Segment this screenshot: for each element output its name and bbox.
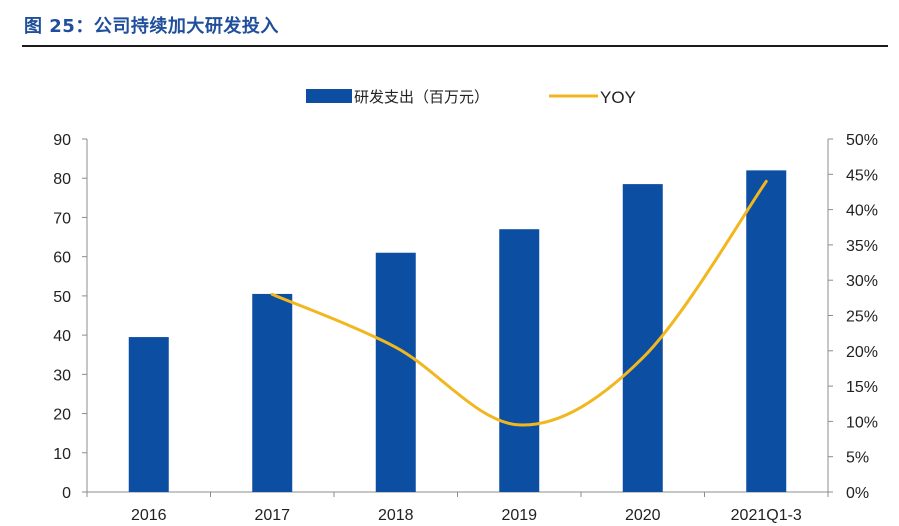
x-tick-label: 2020 [625, 507, 661, 524]
x-tick-label: 2016 [131, 507, 167, 524]
axes [82, 138, 833, 497]
y-tick-label: 40 [53, 328, 71, 345]
bar-2018 [375, 252, 416, 492]
legend-label-bar: 研发支出（百万元） [354, 88, 489, 106]
y2-tick-label: 30% [846, 273, 878, 290]
y-tick-label: 0 [62, 485, 71, 502]
x-tick-label: 2018 [378, 507, 414, 524]
y-tick-label: 20 [53, 407, 71, 424]
y-tick-label: 80 [53, 171, 71, 188]
y2-tick-label: 25% [846, 309, 878, 326]
y2-tick-label: 35% [846, 238, 878, 255]
y2-tick-label: 0% [846, 485, 869, 502]
y-tick-label: 70 [53, 210, 71, 227]
x-tick-label: 2021Q1-3 [731, 507, 802, 524]
y2-tick-label: 20% [846, 344, 878, 361]
y-tick-label: 90 [53, 132, 71, 149]
x-tick-label: 2017 [254, 507, 290, 524]
bar-2016 [128, 337, 169, 492]
y2-tick-label: 40% [846, 203, 878, 220]
y-tick-label: 50 [53, 289, 71, 306]
y2-tick-label: 45% [846, 167, 878, 184]
y2-tick-label: 5% [846, 450, 869, 467]
y-tick-label: 10 [53, 446, 71, 463]
yoy-line-path [270, 179, 768, 427]
tick-labels: 0 10 20 30 40 50 60 70 80 90 0% 5% 10% 15% 20% 25% 30% 35… [53, 132, 878, 524]
legend-label-line: YOY [600, 88, 636, 107]
bar-2019 [499, 229, 540, 492]
bars [128, 170, 787, 492]
y2-tick-label: 50% [846, 132, 878, 149]
figure-title: 图 25：公司持续加大研发投入 [24, 16, 279, 37]
y-tick-label: 60 [53, 250, 71, 267]
legend-swatch-bar [306, 89, 352, 103]
y2-tick-label: 15% [846, 379, 878, 396]
y-tick-label: 30 [53, 367, 71, 384]
y2-tick-label: 10% [846, 414, 878, 431]
yoy-line [270, 179, 768, 427]
bar-2020 [622, 184, 663, 492]
bar-2017 [252, 293, 293, 492]
bar-2021Q1-3 [746, 170, 787, 492]
title-divider [22, 45, 888, 47]
legend: 研发支出（百万元） YOY [306, 88, 636, 107]
x-tick-label: 2019 [501, 507, 537, 524]
